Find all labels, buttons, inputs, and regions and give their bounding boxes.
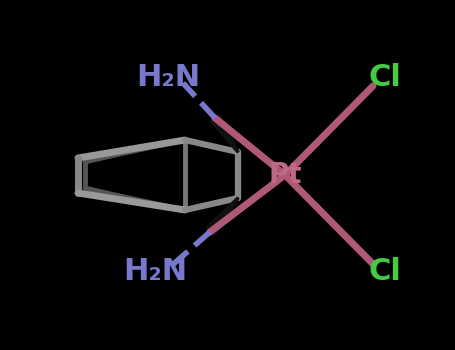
Text: Cl: Cl	[369, 258, 401, 287]
Text: Pt: Pt	[268, 161, 302, 189]
Polygon shape	[205, 197, 239, 236]
Polygon shape	[210, 115, 239, 153]
Text: H₂N: H₂N	[123, 258, 187, 287]
Text: Cl: Cl	[369, 63, 401, 92]
Text: H₂N: H₂N	[136, 63, 200, 92]
